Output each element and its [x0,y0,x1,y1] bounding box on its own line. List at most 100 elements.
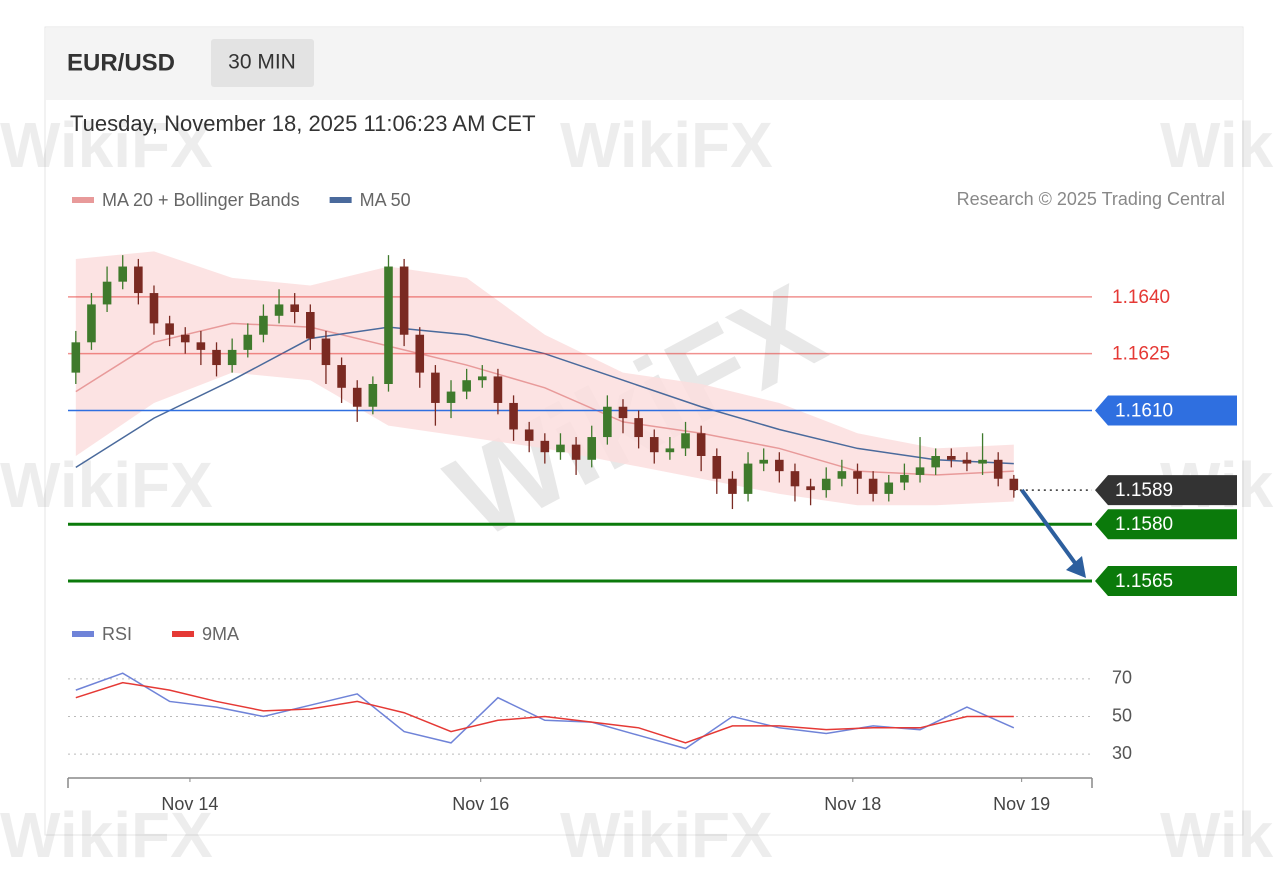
rsi-line [75,681,1014,744]
level-label: 1.1610 [1115,401,1173,422]
candle-body [71,342,81,373]
candle-body [102,281,112,305]
x-tick-label: Nov 16 [452,794,509,814]
level-label: 1.1565 [1115,571,1173,592]
watermark: WikiFX [1160,799,1276,871]
candle-body [790,471,800,487]
candle-body [540,440,550,453]
candle-body [775,459,784,472]
candle-body [962,459,972,464]
level-label: 1.1589 [1115,480,1173,501]
candle-body [431,372,440,403]
watermark: WikiFX [1160,109,1276,181]
candle-body [837,471,847,479]
legend-label: MA 50 [360,190,411,210]
candle-body [274,304,284,316]
level-label-box [1095,509,1237,540]
candle-body [743,463,753,494]
x-tick-label: Nov 18 [824,794,881,814]
candle-body [321,338,331,366]
projection-arrowhead [1066,556,1086,579]
x-tick-label: Nov 19 [993,794,1050,814]
candle-body [868,478,878,494]
candle-body [180,334,190,343]
level-label: 1.1580 [1115,514,1173,535]
candle-body [509,402,518,430]
candle-body [524,429,534,441]
y-tick-label: 70 [1112,668,1132,688]
candle-body [196,342,206,350]
candle-body [712,456,722,479]
y-tick-label: 50 [1112,705,1132,725]
candle-body [337,365,346,388]
legend-label: MA 20 + Bollinger Bands [102,190,300,210]
legend-swatch [172,631,195,637]
candle-body [915,467,925,475]
candle-body [493,376,503,403]
candle-body [728,478,737,494]
symbol: EUR/USD [67,49,175,76]
level-label-box [1095,395,1237,426]
candle-body [1009,478,1019,491]
candle-body [931,456,940,468]
x-tick-label: Nov 14 [161,794,218,814]
candle-body [900,474,909,483]
y-tick-label: 30 [1112,743,1132,763]
candle-body [165,323,174,335]
candle-body [806,486,815,491]
candle-body [759,459,768,464]
candle-body [665,448,675,453]
candle-body [399,266,409,335]
candle-body [978,459,987,464]
candle-body [477,376,487,381]
candle-body [212,349,221,366]
candle-body [853,471,862,479]
candle-body [415,334,425,373]
candle-body [681,433,690,449]
candle-body [446,391,456,403]
candle-body [259,315,268,335]
legend-swatch [72,197,94,203]
candle-body [462,380,471,392]
legend-swatch [72,631,94,637]
level-label: 1.1625 [1112,344,1170,365]
projection-arrow [1020,488,1080,569]
candle-body [884,482,894,494]
credit: Research © 2025 Trading Central [957,189,1225,209]
legend-swatch [329,197,352,203]
level-label-box [1095,475,1237,506]
candle-body [587,437,597,460]
interval: 30 MIN [228,51,296,74]
candle-body [696,433,706,456]
candle-body [290,304,299,312]
candle-body [649,437,659,453]
timestamp: Tuesday, November 18, 2025 11:06:23 AM C… [70,111,536,136]
level-label: 1.1640 [1112,287,1170,308]
candle-body [821,478,831,491]
candle-body [384,266,393,384]
watermark: WikiFX [0,799,213,871]
legend-label: RSI [102,624,132,644]
candle-body [556,444,565,453]
level-label-box [1095,566,1237,597]
candle-body [618,406,628,419]
candle-body [571,444,581,460]
watermark: WikiFX [560,799,773,871]
candle-body [368,384,378,407]
candle-body [134,266,143,294]
candle-body [993,459,1003,479]
candle-body [227,349,237,366]
watermark: WikiFX [0,449,213,521]
candle-body [118,266,128,282]
candle-body [243,334,253,350]
candle-body [634,418,643,438]
watermark: WikiFX [0,109,213,181]
candle-body [306,312,315,339]
candle-body [87,304,96,343]
interval-chip [211,39,314,87]
candle-body [352,387,362,407]
candle-body [149,293,159,324]
legend-label: 9MA [202,624,239,644]
